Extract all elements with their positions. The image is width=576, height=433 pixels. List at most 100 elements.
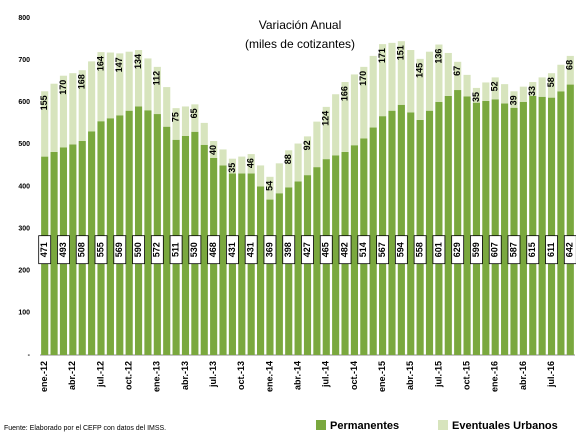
value-label-box bbox=[188, 235, 202, 265]
bar-segment bbox=[191, 104, 199, 132]
bar-segment bbox=[303, 136, 312, 176]
value-label: 615 bbox=[527, 242, 537, 257]
value-label: 594 bbox=[396, 242, 406, 257]
bar-segment bbox=[510, 91, 518, 108]
bar-segment bbox=[538, 77, 546, 97]
value-label: 134 bbox=[133, 54, 143, 69]
value-label: 35 bbox=[227, 163, 237, 173]
bar-segment bbox=[144, 110, 152, 355]
bar-segment bbox=[163, 87, 171, 127]
value-label-box bbox=[282, 235, 296, 265]
bar-segment bbox=[529, 82, 537, 96]
bar-segment bbox=[313, 167, 321, 355]
value-label: 112 bbox=[152, 71, 162, 86]
value-label-box bbox=[319, 235, 333, 265]
value-label: 607 bbox=[490, 242, 500, 257]
bar-segment bbox=[144, 58, 152, 111]
bar-segment bbox=[247, 154, 255, 174]
bar-segment bbox=[228, 158, 236, 174]
value-label: 75 bbox=[170, 112, 180, 122]
value-label: 67 bbox=[452, 66, 462, 76]
x-tick-label: ene.-13 bbox=[152, 361, 162, 392]
bar-segment bbox=[116, 115, 124, 355]
value-label: 508 bbox=[77, 242, 87, 257]
bar-segment bbox=[350, 74, 358, 146]
x-tick-label: oct.-13 bbox=[236, 361, 246, 390]
bar-segment bbox=[388, 110, 396, 355]
x-tick-label: ene.-15 bbox=[377, 361, 387, 392]
value-label: 493 bbox=[58, 242, 68, 257]
value-label-box bbox=[38, 235, 52, 265]
y-tick-label: 100 bbox=[18, 310, 30, 317]
bar-segment bbox=[238, 156, 246, 174]
bar-segment bbox=[59, 75, 68, 148]
bar-segment bbox=[397, 104, 405, 355]
value-label: 33 bbox=[527, 86, 537, 96]
value-label-box bbox=[545, 235, 558, 265]
bar-segment bbox=[238, 173, 246, 355]
bar-segment bbox=[463, 96, 471, 355]
bar-segment bbox=[435, 44, 443, 102]
value-label: 171 bbox=[377, 48, 387, 63]
value-label: 52 bbox=[490, 81, 500, 91]
value-label: 601 bbox=[433, 242, 443, 257]
y-tick-label: 500 bbox=[18, 141, 30, 148]
bar-segment bbox=[501, 84, 509, 104]
bar-segment bbox=[313, 121, 321, 168]
value-label: 558 bbox=[415, 242, 425, 257]
value-label: 572 bbox=[152, 242, 162, 257]
bar-segment bbox=[247, 173, 255, 355]
bar-segment bbox=[153, 66, 161, 115]
bar-segment bbox=[519, 101, 527, 355]
bar-segment bbox=[407, 50, 415, 113]
value-label: 567 bbox=[377, 242, 387, 257]
bar-segment bbox=[463, 74, 471, 97]
value-label: 88 bbox=[283, 154, 293, 164]
bar-segment bbox=[360, 66, 368, 139]
value-label: 136 bbox=[433, 49, 443, 64]
bar-segment bbox=[388, 42, 396, 111]
bar-segment bbox=[425, 110, 434, 355]
bar-segment bbox=[557, 64, 565, 92]
bar-segment bbox=[106, 52, 114, 119]
bar-segment bbox=[444, 95, 452, 356]
legend-swatch bbox=[438, 420, 448, 430]
chart-subtitle: (miles de cotizantes) bbox=[245, 37, 355, 51]
value-label: 530 bbox=[189, 242, 199, 257]
x-tick-label: jul.-16 bbox=[546, 361, 556, 388]
bar-segment bbox=[257, 165, 265, 187]
bar-segment bbox=[519, 86, 527, 102]
x-tick-label: ene.-12 bbox=[39, 361, 49, 392]
bar-segment bbox=[491, 99, 499, 356]
bar-segment bbox=[134, 50, 143, 107]
value-label-box bbox=[413, 235, 427, 265]
bar-segment bbox=[566, 55, 574, 85]
value-label: 599 bbox=[471, 242, 481, 257]
bar-segment bbox=[69, 73, 77, 145]
bar-segment bbox=[416, 58, 424, 120]
bar-segment bbox=[454, 61, 462, 91]
y-tick-label: 300 bbox=[18, 225, 30, 232]
y-tick-label: - bbox=[28, 352, 31, 359]
value-label-box bbox=[263, 235, 277, 265]
value-label: 151 bbox=[396, 45, 406, 60]
value-label: 465 bbox=[321, 242, 331, 257]
bar-segment bbox=[303, 175, 312, 355]
bar-segment bbox=[163, 126, 171, 356]
x-tick-label: ene.-14 bbox=[264, 361, 274, 392]
value-label: 170 bbox=[58, 80, 68, 95]
value-label-box bbox=[132, 235, 145, 265]
value-label: 587 bbox=[508, 242, 518, 257]
value-label: 468 bbox=[208, 242, 218, 257]
bar-segment bbox=[557, 91, 565, 356]
value-label: 68 bbox=[565, 60, 575, 70]
bar-segment bbox=[379, 44, 387, 117]
bar-segment bbox=[228, 173, 236, 355]
bar-segment bbox=[566, 84, 574, 356]
value-label: 124 bbox=[321, 111, 331, 126]
bar-segment bbox=[369, 55, 377, 128]
value-label: 92 bbox=[302, 140, 312, 150]
legend-label: Permanentes bbox=[330, 420, 399, 432]
value-label-box bbox=[57, 235, 70, 265]
value-label-box bbox=[563, 235, 576, 265]
